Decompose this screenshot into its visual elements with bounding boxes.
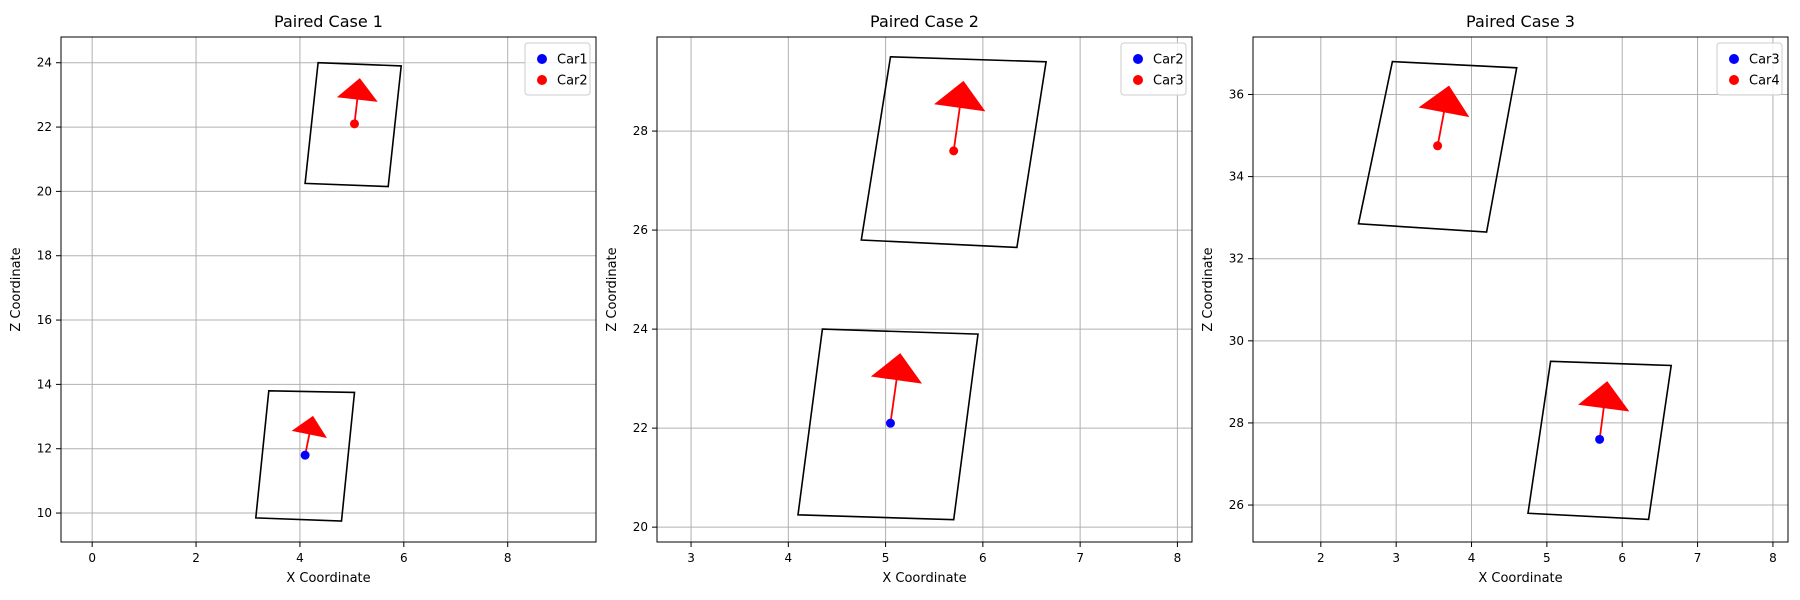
car-box-car4: [1357, 60, 1518, 233]
x-tick-label: 8: [1769, 551, 1777, 565]
legend: Car2 Car3: [1120, 42, 1187, 96]
y-axis-label: Z Coordinate: [1201, 247, 1216, 331]
y-tick-label: 18: [37, 249, 52, 263]
axes-frame: [656, 36, 1193, 543]
y-tick-label: 28: [633, 124, 648, 138]
car-point-car2: [349, 119, 359, 129]
y-tick-label: 32: [1229, 252, 1244, 266]
legend: Car1 Car2: [524, 42, 591, 96]
y-tick-label: 26: [633, 223, 648, 237]
car-box-car2: [304, 61, 403, 188]
y-tick-label: 24: [37, 56, 52, 70]
legend-marker-car3: [1729, 54, 1739, 64]
x-tick-label: 3: [1392, 551, 1400, 565]
chart-title: Paired Case 3: [1466, 12, 1575, 31]
heading-arrow-shaft: [1598, 407, 1605, 440]
x-tick-label: 4: [1468, 551, 1476, 565]
car-point-car3: [1595, 434, 1605, 444]
panel-2: 3 4 5 6 7 8 20 22 24 26 28 Paired Case 2 X Coordinat…: [605, 12, 1193, 586]
y-tick-label: 28: [1229, 416, 1244, 430]
heading-arrow-head: [1418, 85, 1470, 118]
car-box-car3: [1527, 360, 1673, 521]
y-tick-label: 22: [633, 421, 648, 435]
y-axis-label: Z Coordinate: [605, 247, 620, 331]
plot-area: [1357, 60, 1673, 521]
x-tick-label: 4: [296, 551, 304, 565]
legend-label-car3: Car3: [1749, 53, 1780, 68]
y-tick-label: 20: [633, 520, 648, 534]
legend-marker-car4: [1729, 75, 1739, 85]
chart-title: Paired Case 2: [870, 12, 979, 31]
legend-label-car1: Car1: [557, 53, 588, 68]
x-tick-label: 6: [400, 551, 408, 565]
heading-arrow-head: [870, 353, 923, 384]
x-tick-label: 8: [1174, 551, 1182, 565]
car-point-car1: [300, 450, 310, 460]
heading-arrow-head: [291, 415, 327, 439]
x-tick-label: 8: [504, 551, 512, 565]
car-point-car2: [885, 418, 895, 428]
y-axis-label: Z Coordinate: [9, 247, 24, 331]
x-tick-label: 7: [1694, 551, 1702, 565]
y-tick-label: 36: [1229, 87, 1244, 101]
heading-arrow-head: [336, 78, 378, 102]
x-axis-label: X Coordinate: [1478, 571, 1562, 586]
heading-arrow-head: [1578, 381, 1630, 412]
x-tick-label: 5: [1543, 551, 1551, 565]
x-tick-label: 0: [88, 551, 96, 565]
heading-arrow-head: [934, 80, 986, 112]
car-box-car3: [860, 55, 1048, 249]
legend-marker-car3: [1133, 75, 1143, 85]
chart-title: Paired Case 1: [274, 12, 383, 31]
x-tick-label: 5: [882, 551, 890, 565]
plot-area: [797, 55, 1048, 521]
y-tick-label: 24: [633, 322, 648, 336]
x-axis-label: X Coordinate: [286, 571, 370, 586]
legend: Car3 Car4: [1716, 42, 1783, 96]
axes-frame: [1252, 36, 1789, 543]
plot-area: [254, 61, 403, 522]
heading-arrow-shaft: [952, 107, 961, 151]
x-tick-label: 7: [1076, 551, 1084, 565]
legend-label-car3: Car3: [1153, 74, 1184, 89]
y-tick-label: 16: [37, 313, 52, 327]
x-axis-label: X Coordinate: [882, 571, 966, 586]
x-tick-label: 6: [979, 551, 987, 565]
y-tick-label: 30: [1229, 334, 1244, 348]
x-tick-label: 2: [192, 551, 200, 565]
car-box-car2: [797, 328, 979, 521]
legend-marker-car1: [537, 54, 547, 64]
legend-marker-car2: [537, 75, 547, 85]
y-tick-label: 20: [37, 184, 52, 198]
x-tick-label: 2: [1317, 551, 1325, 565]
y-tick-label: 26: [1229, 498, 1244, 512]
car-point-car3: [949, 146, 959, 156]
y-tick-label: 22: [37, 120, 52, 134]
legend-marker-car2: [1133, 54, 1143, 64]
axes-frame: [60, 36, 597, 543]
car-box-car1: [254, 389, 356, 522]
heading-arrow-shaft: [1436, 111, 1445, 146]
y-tick-label: 10: [37, 506, 52, 520]
x-tick-label: 3: [687, 551, 695, 565]
legend-label-car4: Car4: [1749, 74, 1780, 89]
y-tick-label: 14: [37, 377, 52, 391]
legend-label-car2: Car2: [557, 74, 588, 89]
y-tick-label: 12: [37, 442, 52, 456]
y-tick-label: 34: [1229, 170, 1244, 184]
legend-label-car2: Car2: [1153, 53, 1184, 68]
x-tick-label: 4: [784, 551, 792, 565]
car-point-car4: [1433, 141, 1443, 151]
x-tick-label: 6: [1618, 551, 1626, 565]
heading-arrow-shaft: [889, 379, 898, 424]
